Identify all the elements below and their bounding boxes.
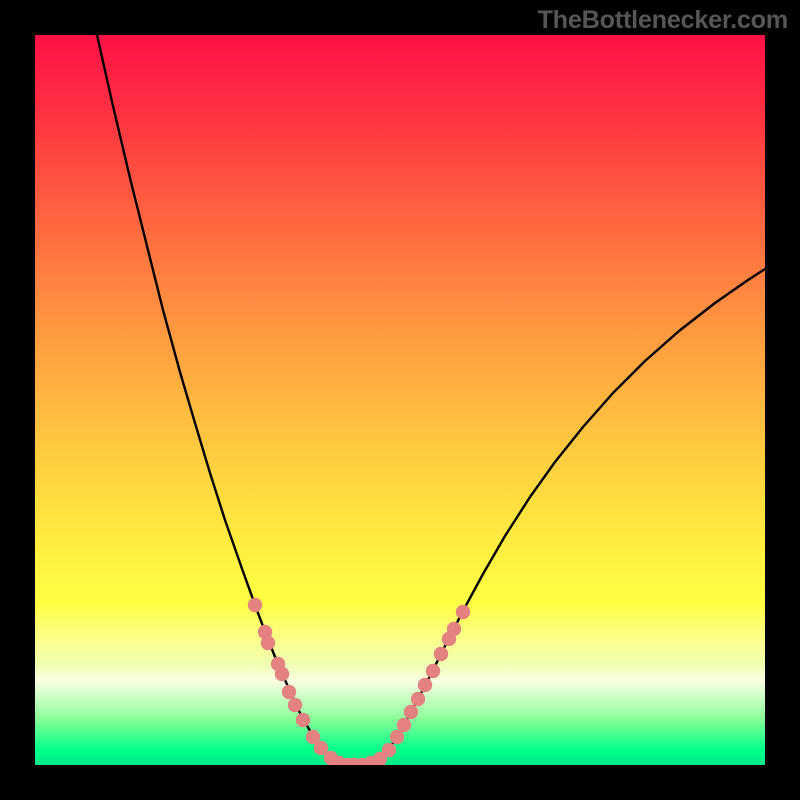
overlay-dot — [434, 647, 448, 661]
overlay-dot — [248, 598, 262, 612]
overlay-dots-group — [248, 598, 470, 765]
overlay-dot — [382, 743, 396, 757]
overlay-dot — [404, 705, 418, 719]
overlay-dot — [296, 713, 310, 727]
overlay-dot — [390, 730, 404, 744]
chart-svg — [35, 35, 765, 765]
overlay-dot — [426, 664, 440, 678]
chart-frame: TheBottlenecker.com — [0, 0, 800, 800]
overlay-dot — [275, 667, 289, 681]
overlay-dot — [447, 622, 461, 636]
overlay-dot — [397, 718, 411, 732]
overlay-dot — [418, 678, 432, 692]
overlay-dot — [456, 605, 470, 619]
overlay-dot — [282, 685, 296, 699]
overlay-dot — [261, 636, 275, 650]
overlay-dot — [411, 692, 425, 706]
watermark-text: TheBottlenecker.com — [538, 6, 788, 35]
bottleneck-curve — [97, 35, 765, 765]
overlay-dot — [288, 698, 302, 712]
plot-area — [35, 35, 765, 765]
